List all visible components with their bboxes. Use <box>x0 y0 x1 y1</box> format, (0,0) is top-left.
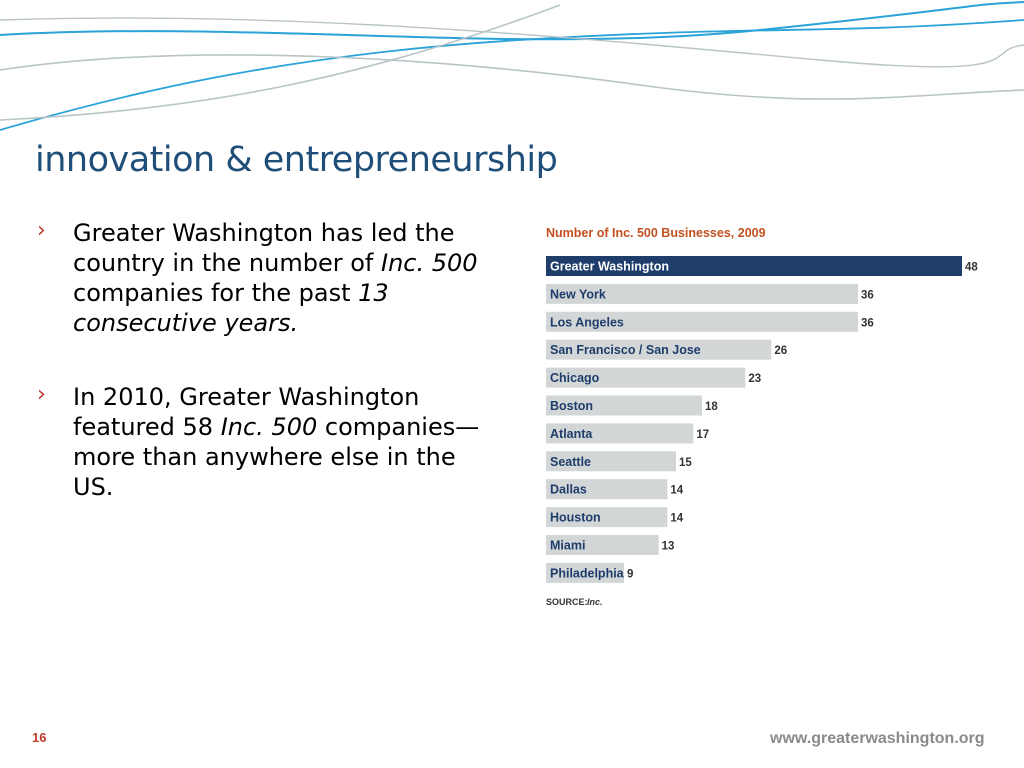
source-label: SOURCE: <box>546 597 588 607</box>
bar <box>546 339 772 360</box>
wave-line <box>0 4 561 121</box>
wave-line <box>0 17 1024 68</box>
bullet-text: Greater Washington has led the country i… <box>73 219 455 277</box>
bar-category-label: Atlanta <box>550 427 593 441</box>
bar-value-label: 18 <box>705 401 718 413</box>
bar-category-label: Seattle <box>550 455 591 469</box>
bar <box>546 367 746 388</box>
bullet-text: 13 consecutive years. <box>73 279 389 337</box>
bar <box>546 311 858 332</box>
bar <box>546 507 668 528</box>
bar <box>546 479 668 500</box>
bar <box>546 395 702 416</box>
bar-category-label: Los Angeles <box>550 315 624 329</box>
bar <box>546 535 659 555</box>
wave-line <box>0 54 1024 100</box>
bar-value-label: 13 <box>662 541 675 553</box>
bullet-text: In 2010, Greater Washington featured 58 <box>73 383 420 441</box>
bar-value-label: 14 <box>670 485 683 497</box>
bar-value-label: 26 <box>774 345 787 357</box>
slide-title: innovation & entrepreneurship <box>35 140 558 180</box>
bar-value-label: 14 <box>670 513 683 525</box>
bar <box>546 283 858 304</box>
bar-category-label: Miami <box>550 539 585 553</box>
bar-value-label: 17 <box>696 429 709 441</box>
bar <box>546 451 676 472</box>
bar-category-label: San Francisco / San Jose <box>550 343 701 357</box>
chart-title: Number of Inc. 500 Businesses, 2009 <box>546 226 766 240</box>
bar <box>546 423 694 444</box>
bar-category-label: Philadelphia <box>550 566 625 580</box>
bullet-list: › Greater Washington has led the country … <box>35 218 485 546</box>
bar-value-label: 48 <box>965 262 978 274</box>
bullet-marker-icon: › <box>37 218 46 243</box>
bar-category-label: Chicago <box>550 371 600 385</box>
bullet-text: Inc. 500 <box>220 413 318 441</box>
bar-category-label: New York <box>550 287 606 301</box>
wave-line <box>0 19 1024 131</box>
bar-value-label: 36 <box>861 289 874 301</box>
wave-line <box>0 1 1024 41</box>
bullet-item: › Greater Washington has led the country … <box>35 218 485 338</box>
bar-chart: Number of Inc. 500 Businesses, 2009 Great… <box>546 226 978 607</box>
bar-value-label: 36 <box>861 317 874 329</box>
bar-value-label: 15 <box>679 457 692 469</box>
bullet-item: › In 2010, Greater Washington featured 58… <box>35 382 485 502</box>
bullet-text: companies—more than anywhere else in the… <box>73 413 480 501</box>
footer-url: www.greaterwashington.org <box>770 730 985 747</box>
bar <box>546 256 962 276</box>
bullet-text: companies for the past <box>73 279 359 307</box>
bar <box>546 562 624 583</box>
bar-category-label: Houston <box>550 511 601 525</box>
bar-category-label: Boston <box>550 399 593 413</box>
page-number: 16 <box>32 730 47 745</box>
bar-value-label: 23 <box>748 373 761 385</box>
bar-value-label: 9 <box>627 568 633 580</box>
bar-category-label: Dallas <box>550 483 587 497</box>
source-value: Inc. <box>587 597 603 607</box>
bar-category-label: Greater Washington <box>550 260 669 274</box>
header-wave-decoration <box>0 1 1024 131</box>
bullet-marker-icon: › <box>37 382 46 407</box>
bullet-text: Inc. 500 <box>381 249 478 277</box>
